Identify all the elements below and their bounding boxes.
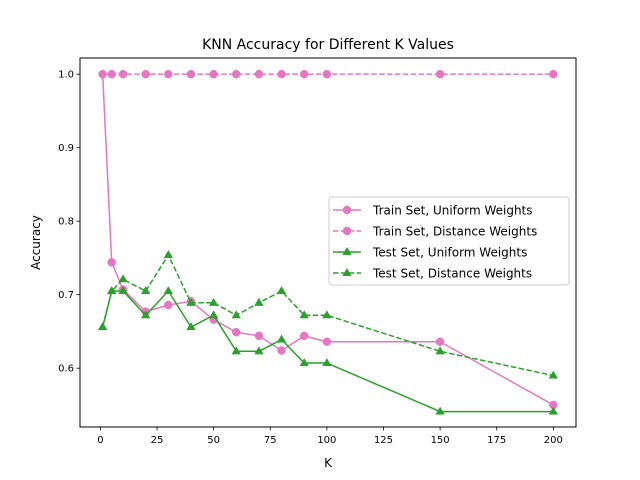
data-point — [186, 322, 196, 331]
x-tick-label: 200 — [544, 435, 563, 446]
data-point — [254, 346, 264, 355]
series-layer — [97, 69, 559, 415]
data-point — [140, 286, 151, 295]
data-point — [231, 346, 241, 355]
x-axis-label: K — [324, 456, 333, 470]
y-tick-label: 0.9 — [58, 143, 74, 154]
data-point — [435, 69, 445, 79]
x-tick-label: 0 — [97, 435, 103, 446]
x-tick-label: 175 — [487, 435, 506, 446]
data-point — [186, 69, 196, 79]
plot-frame — [79, 57, 577, 428]
data-point — [106, 286, 117, 295]
data-point — [232, 69, 241, 79]
data-point — [299, 358, 309, 367]
data-point — [231, 310, 241, 319]
plot-area — [79, 57, 577, 428]
x-tick-label: 150 — [431, 435, 450, 446]
data-point — [164, 300, 173, 310]
data-point — [164, 69, 173, 79]
series-3 — [97, 286, 559, 415]
data-point — [299, 69, 309, 79]
data-point — [186, 297, 196, 306]
legend-marker — [342, 205, 352, 215]
series-2 — [98, 69, 558, 79]
y-axis: 0.6 0.7 0.8 0.9 1.0 — [58, 70, 80, 375]
data-point — [435, 337, 445, 346]
data-point — [118, 286, 128, 295]
data-point — [208, 297, 219, 306]
series-line — [101, 290, 554, 413]
data-point — [209, 69, 218, 79]
x-tick-label: 50 — [207, 435, 220, 446]
data-point — [299, 331, 309, 341]
legend-label: Test Set, Distance Weights — [372, 267, 532, 281]
y-tick-label: 0.8 — [58, 217, 74, 228]
x-tick-label: 125 — [374, 435, 393, 446]
data-point — [322, 337, 332, 346]
data-point — [208, 310, 219, 319]
legend-label: Train Set, Distance Weights — [372, 225, 537, 239]
legend-marker — [342, 247, 352, 256]
data-point — [118, 274, 128, 283]
data-point — [548, 370, 559, 379]
data-point — [277, 346, 286, 355]
data-point — [549, 69, 558, 79]
y-tick-label: 0.7 — [58, 290, 74, 301]
data-point — [232, 327, 241, 337]
data-point — [107, 258, 116, 267]
legend-label: Test Set, Uniform Weights — [372, 246, 527, 260]
x-tick-label: 100 — [317, 435, 336, 446]
data-point — [254, 297, 264, 306]
data-point — [140, 310, 151, 319]
legend-label: Train Set, Uniform Weights — [372, 204, 533, 218]
data-point — [322, 310, 332, 319]
y-axis-label: Accuracy — [29, 215, 43, 270]
data-point — [276, 286, 287, 295]
y-tick-label: 0.6 — [58, 364, 74, 375]
data-point — [277, 69, 286, 79]
legend-box — [328, 196, 570, 286]
data-point — [299, 310, 309, 319]
data-point — [322, 69, 332, 79]
chart-title: KNN Accuracy for Different K Values — [202, 37, 454, 53]
data-point — [97, 322, 108, 331]
data-point — [548, 406, 559, 415]
legend-marker — [342, 268, 352, 277]
data-point — [118, 69, 128, 79]
data-point — [276, 334, 287, 343]
y-tick-label: 1.0 — [58, 70, 74, 81]
data-point — [141, 69, 150, 79]
data-point — [322, 358, 332, 367]
data-point — [435, 346, 445, 355]
legend: Train Set, Uniform Weights Train Set, Dis… — [328, 196, 570, 286]
data-point — [435, 406, 445, 415]
data-point — [98, 69, 107, 79]
legend-marker — [342, 226, 352, 236]
data-point — [254, 331, 264, 341]
data-point — [163, 286, 174, 295]
series-4 — [97, 250, 559, 379]
x-tick-label: 75 — [264, 435, 277, 446]
x-tick-label: 25 — [151, 435, 164, 446]
x-axis: 0 25 50 75 100 125 150 175 200 — [97, 427, 563, 446]
data-point — [163, 250, 174, 259]
data-point — [254, 69, 264, 79]
data-point — [107, 69, 116, 79]
